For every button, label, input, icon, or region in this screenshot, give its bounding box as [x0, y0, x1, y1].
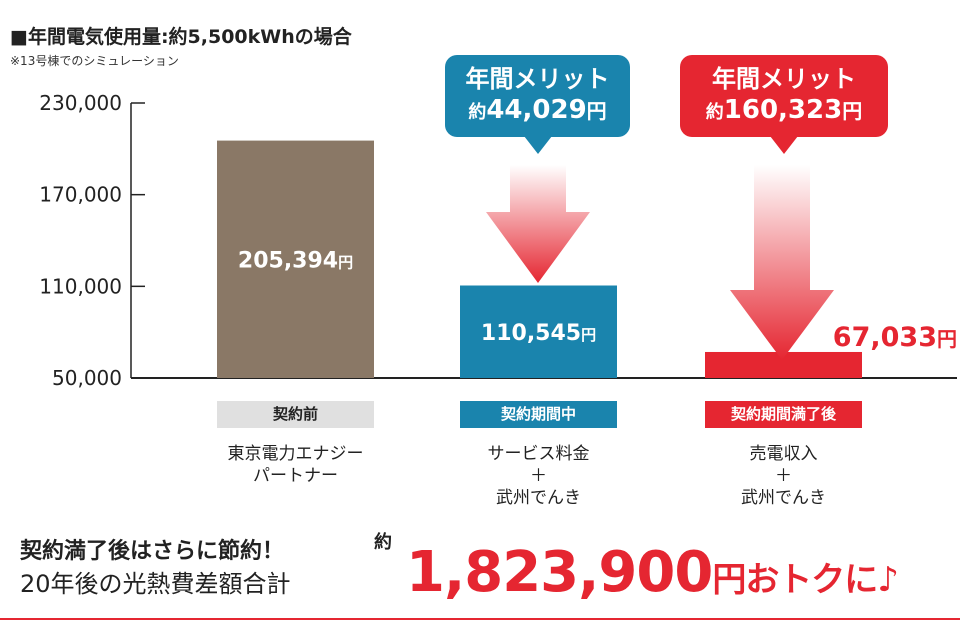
- chart-note: ※13号棟でのシミュレーション: [10, 54, 179, 68]
- merit-prefix-during: 約: [468, 102, 487, 123]
- bar-during: [460, 285, 617, 378]
- chart-title: ■年間電気使用量:約5,500kWhの場合: [10, 26, 352, 48]
- bar-chart: 50,000 110,000 170,000 230,000 205,394円 110,…: [39, 91, 957, 390]
- merit-title-after: 年間メリット: [712, 65, 856, 93]
- bar-value-label-after: 67,033円: [833, 322, 957, 353]
- merit-bubble-during: 年間メリット 約44,029円: [445, 55, 630, 154]
- merit-unit-after: 円: [842, 99, 863, 123]
- summary-line1: 契約満了後はさらに節約！: [20, 539, 285, 564]
- y-tick-label: 230,000: [39, 91, 122, 115]
- y-tick-label: 170,000: [39, 183, 122, 207]
- summary-total: 1,823,900円おトクに♪: [406, 540, 899, 605]
- merit-title-during: 年間メリット: [465, 65, 610, 93]
- bottom-divider: [0, 618, 960, 620]
- bar-before: [217, 140, 374, 378]
- y-tick-label: 50,000: [52, 366, 122, 390]
- summary-tail: おトクに♪: [745, 560, 899, 600]
- summary-total-unit: 円: [712, 560, 746, 600]
- phase-desc-during: サービス料金 ＋ 武州でんき: [487, 444, 590, 508]
- y-tick-label: 110,000: [39, 274, 122, 298]
- arrow-down-during: [486, 165, 590, 283]
- phase-desc-before: 東京電力エナジー パートナー: [227, 444, 364, 486]
- summary-approx: 約: [374, 532, 392, 553]
- merit-prefix-after: 約: [705, 102, 724, 123]
- summary-total-amount: 1,823,900: [406, 540, 713, 605]
- summary-line2: 20年後の光熱費差額合計: [20, 570, 291, 598]
- phase-label-after: 契約期間満了後: [705, 401, 862, 428]
- merit-bubble-after: 年間メリット 約160,323円: [680, 55, 888, 154]
- bar-value-label-during: 110,545円: [481, 321, 596, 346]
- merit-amount-after: 160,323: [723, 95, 843, 125]
- merit-unit-during: 円: [586, 99, 607, 123]
- phase-desc-after: 売電収入 ＋ 武州でんき: [741, 444, 826, 508]
- phase-label-before: 契約前: [217, 401, 374, 428]
- merit-amount-during: 44,029: [486, 95, 587, 125]
- phase-label-during: 契約期間中: [460, 401, 617, 428]
- bar-value-label-before: 205,394円: [238, 248, 353, 273]
- arrow-down-after: [730, 165, 834, 360]
